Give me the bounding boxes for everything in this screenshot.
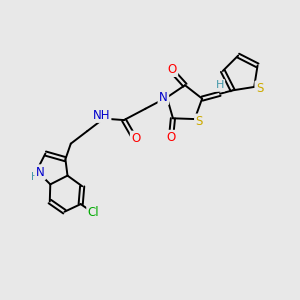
Text: S: S <box>256 82 263 95</box>
Text: S: S <box>196 115 203 128</box>
Text: O: O <box>167 131 176 144</box>
Text: NH: NH <box>92 109 110 122</box>
Text: N: N <box>159 91 168 104</box>
Text: H: H <box>31 172 39 182</box>
Text: O: O <box>167 63 177 76</box>
Text: O: O <box>131 132 140 145</box>
Text: N: N <box>36 166 45 179</box>
Text: H: H <box>215 80 224 90</box>
Text: Cl: Cl <box>88 206 99 220</box>
